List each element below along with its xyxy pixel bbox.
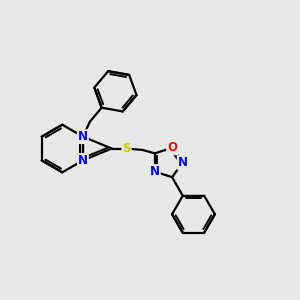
Text: N: N [78,154,88,167]
Text: N: N [150,165,160,178]
Text: O: O [167,141,177,154]
Text: N: N [78,130,88,143]
Text: N: N [178,156,188,169]
Text: S: S [122,142,131,155]
